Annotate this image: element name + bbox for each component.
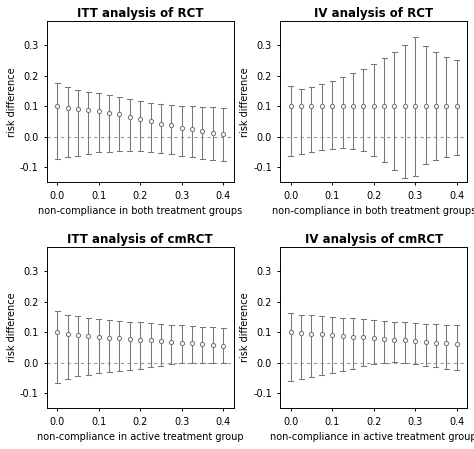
Y-axis label: risk difference: risk difference	[7, 293, 17, 362]
Y-axis label: risk difference: risk difference	[240, 67, 250, 136]
X-axis label: non-compliance in active treatment group: non-compliance in active treatment group	[37, 432, 244, 442]
X-axis label: non-compliance in active treatment group: non-compliance in active treatment group	[270, 432, 474, 442]
Y-axis label: risk difference: risk difference	[240, 293, 250, 362]
Title: ITT analysis of RCT: ITT analysis of RCT	[77, 7, 203, 20]
Title: IV analysis of cmRCT: IV analysis of cmRCT	[305, 233, 443, 246]
Y-axis label: risk difference: risk difference	[7, 67, 17, 136]
X-axis label: non-compliance in both treatment groups: non-compliance in both treatment groups	[272, 206, 474, 216]
Title: IV analysis of RCT: IV analysis of RCT	[314, 7, 433, 20]
X-axis label: non-compliance in both treatment groups: non-compliance in both treatment groups	[38, 206, 242, 216]
Title: ITT analysis of cmRCT: ITT analysis of cmRCT	[67, 233, 213, 246]
